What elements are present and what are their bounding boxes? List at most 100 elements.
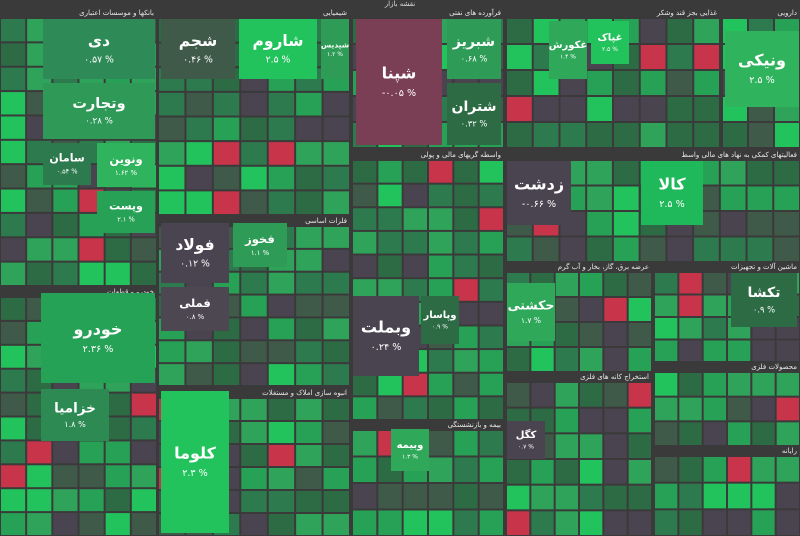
filler-tile (323, 364, 349, 385)
filler-tile (580, 323, 603, 346)
filler-tile (241, 142, 267, 165)
filler-tile (667, 97, 693, 121)
tile-name: شاروم (253, 32, 304, 50)
stock-tile (161, 19, 235, 79)
filler-tile (531, 485, 554, 510)
filler-tile (628, 298, 651, 321)
tile-change: % ۲.۳ (182, 468, 208, 479)
sector-bar (506, 8, 720, 18)
filler-tile (53, 238, 78, 261)
filler-tile (241, 491, 267, 512)
filler-tile (479, 457, 503, 482)
stock-tile (356, 19, 442, 145)
filler-tile (694, 237, 719, 261)
filler-tile (296, 491, 322, 512)
filler-tile (507, 71, 532, 95)
filler-tile (268, 364, 295, 385)
tile-change: % ۰.۱۲ (180, 258, 210, 269)
sector-bar (352, 8, 504, 18)
filler-tile (268, 399, 295, 420)
filler-tile (296, 422, 322, 443)
filler-tile (533, 123, 559, 147)
sector-label: خودرو و قطعات (107, 288, 154, 296)
filler-tile (752, 397, 775, 421)
filler-tile (296, 399, 322, 420)
tile-change: % ۲.۵ (749, 75, 775, 86)
filler-tile (507, 97, 532, 121)
filler-tile (131, 441, 156, 464)
filler-tile (268, 191, 295, 214)
filler-tile (655, 295, 678, 316)
filler-tile (403, 510, 427, 535)
tile-name: شپدیس (321, 40, 349, 49)
filler-tile (507, 485, 530, 510)
filler-tile (1, 321, 26, 344)
filler-tile (580, 383, 603, 407)
filler-tile (378, 484, 402, 509)
filler-tile (747, 186, 773, 210)
filler-tile (555, 408, 578, 433)
filler-tile (555, 485, 578, 510)
filler-tile (774, 212, 799, 236)
filler-tile (580, 348, 603, 371)
filler-tile (604, 408, 627, 433)
filler-tile (752, 457, 775, 482)
filler-tile (580, 511, 603, 535)
filler-tile (1, 298, 26, 320)
filler-tile (241, 341, 267, 363)
filler-tile (323, 227, 349, 248)
filler-tile (454, 279, 478, 301)
filler-tile (560, 123, 586, 147)
filler-tile (580, 273, 603, 296)
sector-bar (654, 446, 800, 456)
filler-tile (776, 340, 799, 361)
filler-tile (587, 161, 612, 185)
filler-tile (479, 510, 503, 535)
filler-tile (640, 19, 666, 43)
filler-tile (747, 237, 773, 261)
filler-tile (403, 161, 427, 183)
sector-bar (506, 150, 800, 160)
filler-tile (776, 397, 799, 421)
sector-bar (0, 8, 157, 18)
filler-tile (560, 97, 586, 121)
filler-tile (454, 161, 478, 183)
filler-tile (604, 348, 627, 371)
stock-tile (41, 293, 155, 383)
tile-change: % ۱.۸ (64, 419, 86, 429)
filler-tile (105, 441, 130, 464)
filler-tile (1, 213, 26, 237)
filler-tile (531, 511, 554, 535)
filler-tile (749, 123, 773, 147)
filler-tile (655, 483, 678, 509)
filler-tile (323, 191, 349, 214)
filler-tile (720, 237, 746, 261)
tile-change: % ۲.۵ (266, 54, 291, 65)
filler-tile (479, 161, 503, 183)
filler-tile (454, 457, 478, 482)
filler-tile (479, 431, 503, 456)
tile-change: % ۲.۳۶ (83, 344, 114, 355)
tile-name: شجم (179, 32, 218, 50)
filler-tile (720, 161, 746, 185)
tile-name: شتران (452, 99, 497, 115)
filler-tile (587, 237, 612, 261)
tile-name: تکشا (748, 285, 781, 301)
stock-tile (447, 83, 501, 145)
filler-tile (728, 340, 751, 361)
filler-tile (531, 383, 554, 407)
filler-tile (79, 441, 104, 464)
filler-tile (268, 491, 295, 512)
filler-tile (723, 123, 747, 147)
filler-tile (655, 340, 678, 361)
filler-tile (479, 255, 503, 278)
filler-tile (213, 341, 240, 363)
filler-tile (507, 19, 532, 43)
filler-tile (479, 231, 503, 254)
stock-tile (549, 21, 587, 79)
filler-tile (604, 460, 627, 484)
filler-tile (747, 212, 773, 236)
filler-tile (268, 422, 295, 443)
filler-tile (105, 417, 130, 440)
